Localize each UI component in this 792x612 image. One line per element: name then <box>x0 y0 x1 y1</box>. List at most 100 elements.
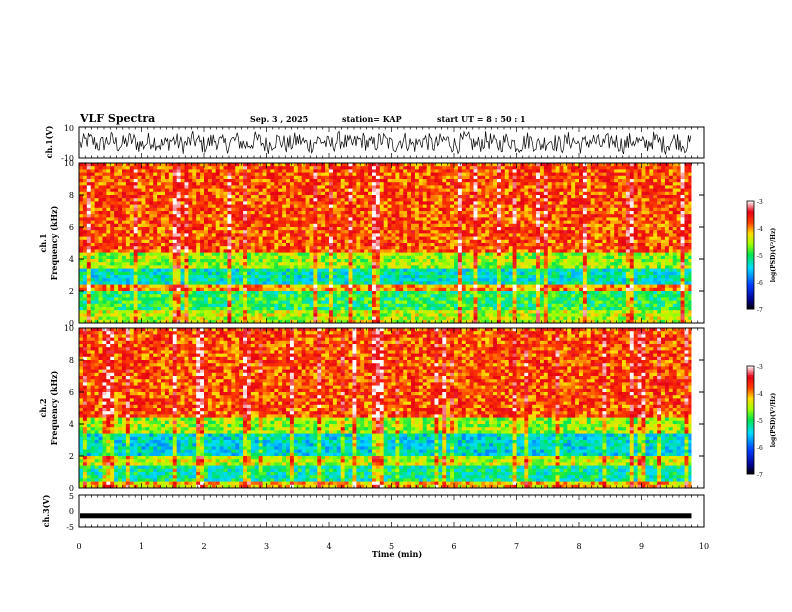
spectrogram-cell <box>121 243 127 247</box>
spectrogram-cell <box>223 172 228 177</box>
spectrogram-cell <box>153 243 158 247</box>
spectrogram-cell <box>379 239 385 244</box>
spectrogram-cell <box>454 188 459 193</box>
spectrogram-cell <box>196 175 201 180</box>
spectrogram-cell <box>434 259 439 263</box>
spectrogram-cell <box>528 236 533 241</box>
spectrogram-cell <box>614 230 619 234</box>
spectrogram-cell <box>657 233 662 237</box>
spectrogram-cell <box>457 207 463 212</box>
spectrogram-cell <box>180 246 185 250</box>
spectrogram-cell <box>297 214 303 218</box>
spectrogram-cell <box>621 223 627 228</box>
spectrogram-cell <box>176 169 181 173</box>
spectrogram-cell <box>371 246 377 250</box>
spectrogram-cell <box>289 255 295 260</box>
spectrogram-cell <box>145 185 150 189</box>
spectrogram-cell <box>555 220 560 225</box>
spectrogram-cell <box>133 172 138 177</box>
spectrogram-cell <box>571 223 576 228</box>
spectrogram-cell <box>375 233 381 237</box>
spectrogram-cell <box>235 243 240 247</box>
spectrogram-cell <box>657 185 662 189</box>
spectrogram-cell <box>250 255 256 260</box>
spectrogram-cell <box>133 227 138 231</box>
spectrogram-cell <box>465 172 471 177</box>
spectrogram-cell <box>426 204 431 209</box>
spectrogram-cell <box>539 252 545 257</box>
spectrogram-cell <box>184 172 189 177</box>
spectrogram-cell <box>680 223 685 228</box>
spectrogram-cell <box>90 214 96 218</box>
spectrogram-cell <box>86 166 92 170</box>
spectrogram-cell <box>196 182 201 186</box>
spectrogram-cell <box>438 172 443 177</box>
spectrogram-cell <box>348 255 353 260</box>
spectrogram-cell <box>414 230 420 234</box>
spectrogram-cell <box>231 201 236 205</box>
spectrogram-cell <box>645 207 650 212</box>
spectrogram-cell <box>371 166 377 170</box>
spectrogram-cell <box>278 230 283 234</box>
spectrogram-cell <box>661 259 666 263</box>
spectrogram-cell <box>661 249 666 253</box>
spectrogram-cell <box>325 207 330 212</box>
spectrogram-cell <box>567 252 572 257</box>
spectrogram-cell <box>340 188 346 193</box>
spectrogram-cell <box>239 220 244 225</box>
spectrogram-cell <box>629 239 635 244</box>
spectrogram-cell <box>329 175 334 180</box>
spectrogram-cell <box>184 214 189 218</box>
spectrogram-cell <box>274 249 279 253</box>
spectrogram-cell <box>102 204 107 209</box>
spectrogram-cell <box>567 175 572 180</box>
spectrogram-cell <box>489 252 494 257</box>
spectrogram-cell <box>243 246 248 250</box>
spectrogram-cell <box>618 230 623 234</box>
spectrogram-cell <box>563 179 568 183</box>
spectrogram-cell <box>399 198 404 202</box>
spectrogram-cell <box>149 204 154 209</box>
spectrogram-cell <box>477 255 482 260</box>
spectrogram-cell <box>286 204 291 209</box>
spectrogram-cell <box>289 201 295 205</box>
spectrogram-cell <box>329 252 334 257</box>
spectrogram-cell <box>168 239 174 244</box>
spectrogram-cell <box>239 172 244 177</box>
spectrogram-cell <box>313 182 318 186</box>
spectrogram-cell <box>688 214 693 218</box>
spectrogram-cell <box>524 175 529 180</box>
spectrogram-cell <box>567 204 572 209</box>
spectrogram-cell <box>590 172 596 177</box>
spectrogram-cell <box>231 220 236 225</box>
spectrogram-cell <box>266 175 271 180</box>
spectrogram-cell <box>106 179 111 183</box>
spectrogram-cell <box>121 207 127 212</box>
spectrogram-cell <box>336 204 342 209</box>
spectrogram-cell <box>477 179 482 183</box>
spectrogram-cell <box>215 175 221 180</box>
spectrogram-cell <box>598 163 603 167</box>
spectrogram-cell <box>121 163 127 167</box>
spectrogram-cell <box>215 182 221 186</box>
spectrogram-cell <box>563 249 568 253</box>
spectrogram-cell <box>434 233 439 237</box>
spectrogram-cell <box>215 223 221 228</box>
spectrogram-cell <box>192 169 197 173</box>
spectrogram-cell <box>625 230 631 234</box>
spectrogram-cell <box>289 214 295 218</box>
spectrogram-cell <box>625 172 631 177</box>
spectrogram-cell <box>579 211 584 215</box>
spectrogram-cell <box>481 207 486 212</box>
spectrogram-cell <box>243 252 248 257</box>
spectrogram-cell <box>575 243 580 247</box>
spectrogram-cell <box>161 204 166 209</box>
spectrogram-cell <box>430 198 435 202</box>
spectrogram-cell <box>411 163 416 167</box>
spectrogram-cell <box>180 175 185 180</box>
spectrogram-cell <box>563 252 568 257</box>
spectrogram-cell <box>469 259 474 263</box>
spectrogram-cell <box>614 255 619 260</box>
spectrogram-cell <box>567 166 572 170</box>
spectrogram-cell <box>430 201 435 205</box>
